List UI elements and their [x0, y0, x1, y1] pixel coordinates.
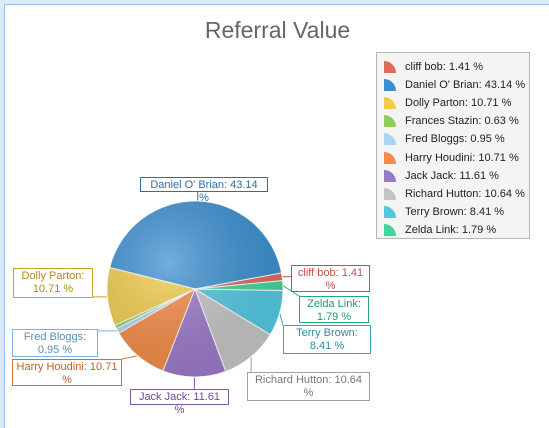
- callout-daniel-o-brian: Daniel O' Brian: 43.14 %: [140, 177, 268, 204]
- legend-item[interactable]: Harry Houdini: 10.71 %: [383, 149, 519, 167]
- legend-item[interactable]: Terry Brown: 8.41 %: [383, 203, 504, 221]
- callout-text: %: [325, 280, 336, 292]
- callout-text: Dolly Parton:: [21, 270, 85, 282]
- legend-label: Frances Stazin: 0.63 %: [405, 115, 519, 128]
- legend-swatch-icon: [383, 60, 399, 74]
- callout-text: 8.41 %: [309, 340, 345, 352]
- callout-text: Fred Bloggs:: [23, 331, 87, 343]
- legend-label: Richard Hutton: 10.64 %: [405, 187, 525, 200]
- legend-label: Terry Brown: 8.41 %: [405, 205, 505, 218]
- legend-label: Daniel O' Brian: 43.14 %: [405, 79, 526, 92]
- legend-label: cliff bob: 1.41 %: [405, 61, 484, 73]
- callout-text: Richard Hutton: 10.64: [254, 374, 362, 386]
- legend-label: Jack Jack: 11.61 %: [405, 169, 499, 182]
- callout-cliff-bob: cliff bob: 1.41%: [291, 265, 370, 292]
- legend-swatch-icon: [383, 187, 399, 201]
- legend-item[interactable]: Richard Hutton: 10.64 %: [383, 185, 525, 203]
- callout-text: Harry Houdini: 10.71: [16, 361, 118, 373]
- callout-text: Daniel O' Brian: 43.14 %: [150, 179, 258, 204]
- callout-text: 1.79 %: [316, 311, 352, 323]
- callout-text: Terry Brown:: [296, 327, 358, 339]
- legend-label: Fred Bloggs: 0.95 %: [405, 133, 505, 146]
- callout-text: %: [303, 387, 314, 399]
- legend-swatch-icon: [383, 169, 399, 183]
- legend-label: Dolly Parton: 10.71 %: [405, 97, 512, 110]
- legend-item[interactable]: Fred Bloggs: 0.95 %: [383, 130, 505, 148]
- legend-item[interactable]: cliff bob: 1.41 %: [383, 58, 483, 76]
- legend-label: Harry Houdini: 10.71 %: [405, 151, 519, 164]
- callout-text: %: [62, 374, 72, 386]
- legend-swatch-icon: [383, 96, 399, 110]
- chart-title: Referral Value: [204, 17, 351, 43]
- leader-line: [282, 285, 300, 297]
- legend-swatch-icon: [383, 114, 399, 128]
- callout-text: 0.95 %: [37, 344, 73, 356]
- leader-line: [279, 313, 284, 326]
- callout-harry-houdini: Harry Houdini: 10.71%: [12, 359, 122, 386]
- callout-fred-bloggs: Fred Bloggs: 0.95 %: [12, 329, 98, 357]
- leader-line: [121, 355, 138, 360]
- callout-zelda-link: Zelda Link: 1.79 %: [299, 296, 369, 323]
- legend-label: Zelda Link: 1.79 %: [405, 223, 497, 236]
- chart-legend: cliff bob: 1.41 % Daniel O' Brian: 43.14 …: [376, 52, 530, 239]
- callout-text: Zelda Link:: [307, 298, 361, 310]
- legend-swatch-icon: [383, 223, 399, 237]
- callout-text: cliff bob: 1.41: [297, 267, 364, 279]
- callout-text: 10.71 %: [32, 283, 74, 295]
- legend-swatch-icon: [383, 78, 399, 92]
- legend-swatch-icon: [383, 151, 399, 165]
- legend-item[interactable]: Dolly Parton: 10.71 %: [383, 94, 511, 112]
- callout-dolly-parton: Dolly Parton: 10.71 %: [13, 268, 93, 298]
- callout-terry-brown: Terry Brown: 8.41 %: [283, 325, 371, 354]
- legend-swatch-icon: [383, 132, 399, 146]
- callout-richard-hutton: Richard Hutton: 10.64%: [247, 372, 370, 401]
- legend-swatch-icon: [383, 205, 399, 219]
- callout-jack-jack: Jack Jack: 11.61 %: [130, 389, 229, 416]
- legend-item[interactable]: Zelda Link: 1.79 %: [383, 221, 496, 239]
- legend-item[interactable]: Frances Stazin: 0.63 %: [383, 112, 519, 130]
- pie-slices: [106, 200, 284, 378]
- callout-text: Jack Jack: 11.61 %: [138, 391, 221, 416]
- legend-item[interactable]: Daniel O' Brian: 43.14 %: [383, 76, 525, 94]
- legend-item[interactable]: Jack Jack: 11.61 %: [383, 167, 499, 185]
